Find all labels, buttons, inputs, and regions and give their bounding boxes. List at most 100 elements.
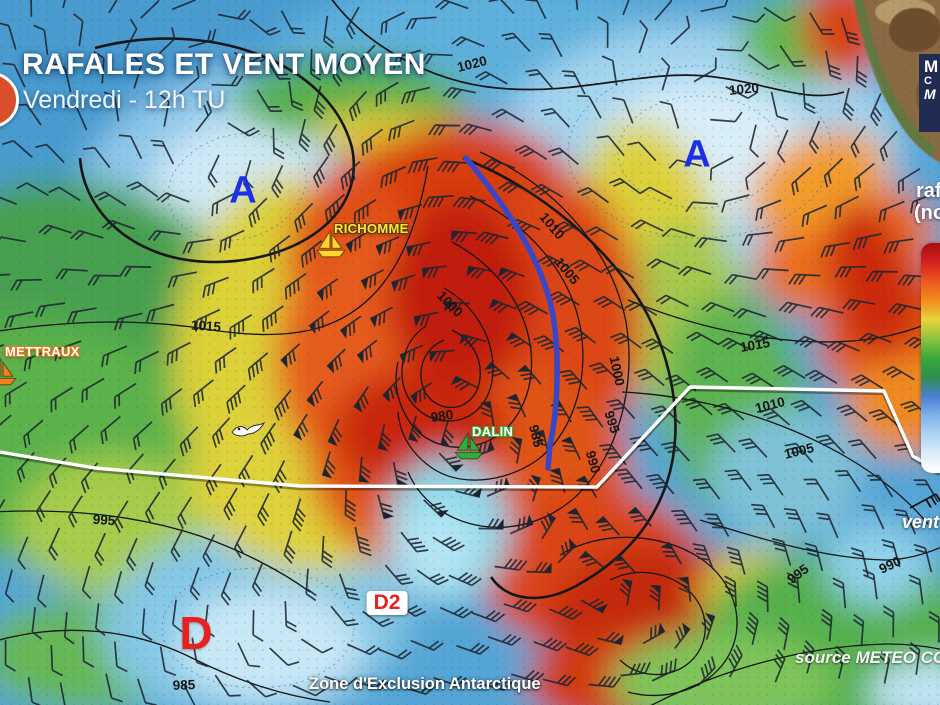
wind-barb xyxy=(509,436,523,464)
wind-barb xyxy=(448,571,482,587)
wind-barb xyxy=(721,194,750,213)
wind-barb xyxy=(709,156,734,181)
legend-mean-wind-label: vent moyen xyxy=(902,512,940,532)
wind-barb xyxy=(323,15,335,49)
wind-barb xyxy=(685,201,718,213)
wind-barb xyxy=(101,219,136,231)
wind-barb xyxy=(204,604,215,638)
wind-barb xyxy=(569,259,603,274)
wind-barb xyxy=(23,349,50,372)
wind-barb xyxy=(388,119,415,142)
wind-barb xyxy=(413,311,439,328)
wind-barb xyxy=(804,369,838,385)
wind-barb xyxy=(726,546,746,575)
wind-barb xyxy=(0,194,18,205)
wind-barb xyxy=(697,656,716,687)
wind-barb xyxy=(661,227,696,238)
wind-barb xyxy=(749,124,759,158)
wind-barb xyxy=(94,603,106,636)
low-pressure-marker-boxed: D2 xyxy=(366,591,408,615)
wind-barb xyxy=(93,51,105,84)
wind-barb xyxy=(834,469,862,493)
wind-barb xyxy=(361,128,384,156)
wind-barb xyxy=(553,221,587,236)
wind-barb xyxy=(246,679,278,698)
wind-barb xyxy=(547,147,579,166)
wind-barb xyxy=(422,265,448,279)
wind-barb xyxy=(897,167,921,194)
wind-barb xyxy=(380,11,406,35)
isobar-label: 1015 xyxy=(190,317,222,335)
wind-barb xyxy=(788,273,821,286)
source-credit: source METEO CONSULT xyxy=(795,648,940,667)
wind-barb xyxy=(668,159,702,169)
wind-barb xyxy=(900,400,932,419)
wind-barb xyxy=(20,0,33,17)
wind-barb xyxy=(779,45,807,68)
wind-barb xyxy=(156,192,190,203)
wind-barb xyxy=(313,156,329,188)
wind-barb xyxy=(179,426,199,457)
wind-barb xyxy=(674,622,691,650)
isobar-label: 1020 xyxy=(728,79,760,99)
wind-barb xyxy=(865,270,898,282)
wind-barb xyxy=(48,186,81,202)
wind-barb xyxy=(852,613,865,647)
wind-barb xyxy=(882,366,915,381)
wind-barb xyxy=(405,16,437,30)
wind-barb xyxy=(126,537,138,572)
wind-barb xyxy=(879,650,891,684)
sailboat-icon xyxy=(315,229,347,258)
wind-barb xyxy=(247,352,269,381)
wind-barb xyxy=(585,226,619,241)
wind-barb xyxy=(646,473,675,495)
skipper-label: DALIN xyxy=(472,424,514,439)
wind-barb xyxy=(332,53,345,87)
wind-barb xyxy=(353,386,370,413)
wind-barb xyxy=(119,265,152,278)
wind-barb xyxy=(825,50,842,81)
wind-barb xyxy=(397,203,423,222)
wind-barb xyxy=(488,298,517,314)
wind-barb xyxy=(478,518,504,530)
wind-barb xyxy=(233,525,247,559)
low-pressure-box: D2 xyxy=(366,591,408,615)
race-route-line xyxy=(463,155,560,471)
wind-barb xyxy=(321,451,336,479)
wind-barb xyxy=(716,40,750,52)
wind-barb xyxy=(755,199,782,221)
wind-barb xyxy=(440,420,455,448)
wind-barb xyxy=(172,599,183,633)
wind-barb xyxy=(622,0,633,16)
exclusion-zone-label: Zone d'Exclusion Antarctique xyxy=(309,675,541,693)
wind-barb xyxy=(671,509,698,532)
wind-barb xyxy=(438,452,464,472)
wind-barb xyxy=(338,573,360,601)
wind-barb xyxy=(610,332,642,349)
wind-barb xyxy=(823,157,844,188)
wind-barb xyxy=(356,339,378,364)
wind-barb xyxy=(369,306,393,328)
skipper-boat-marker xyxy=(453,430,485,467)
wind-barb xyxy=(485,0,515,15)
wind-barb xyxy=(576,406,604,428)
wind-barb xyxy=(802,82,816,115)
legend-title-line1: rafales xyxy=(916,180,940,202)
sailboat-icon xyxy=(0,357,18,386)
wind-barb xyxy=(913,479,939,503)
wind-barb xyxy=(700,0,730,13)
wind-barb xyxy=(103,91,120,122)
wind-barb xyxy=(910,191,937,214)
wind-barb xyxy=(358,456,371,483)
skipper-label: METTRAUX xyxy=(5,344,80,359)
wind-barb xyxy=(450,375,478,391)
wind-barb xyxy=(50,645,63,677)
wind-barb xyxy=(422,195,454,209)
wind-barb xyxy=(269,234,291,263)
wind-barb xyxy=(356,44,376,75)
wind-barb xyxy=(538,32,563,58)
wind-barb xyxy=(514,145,548,161)
wind-barb xyxy=(284,601,297,633)
wind-barb xyxy=(260,422,276,455)
wind-barb xyxy=(114,570,124,605)
